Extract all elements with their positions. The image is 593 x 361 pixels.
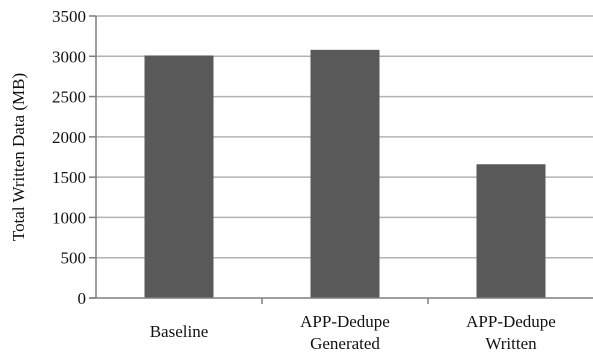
bar [476,164,546,298]
x-tick-label: APP-Dedupe Generated [300,312,390,353]
x-tick-label-line: APP-Dedupe [466,312,556,331]
bars [144,49,546,299]
y-tick-label: 2500 [52,88,86,107]
y-tick-label: 500 [61,249,87,268]
x-tick-labels: Baseline APP-Dedupe Generated APP-Dedupe Wri… [150,312,556,353]
y-tick-label: 3500 [52,7,86,26]
bar [310,49,380,299]
y-tick-label: 0 [78,289,87,308]
y-tick-label: 3000 [52,47,86,66]
x-tick-label-line: Generated [310,334,380,353]
y-tick-labels: 0 500 1000 1500 2000 2500 3000 3500 [52,7,86,308]
x-tick-label-line: Written [485,334,537,353]
axes [89,15,593,304]
y-tick-label: 1500 [52,168,86,187]
y-tick-label: 1000 [52,208,86,227]
x-tick-label: APP-Dedupe Written [466,312,556,353]
x-tick-label-line: APP-Dedupe [300,312,390,331]
y-tick-label: 2000 [52,128,86,147]
x-tick-label: Baseline [150,322,209,341]
y-axis-title: Total Written Data (MB) [9,73,28,241]
bar [144,55,214,299]
